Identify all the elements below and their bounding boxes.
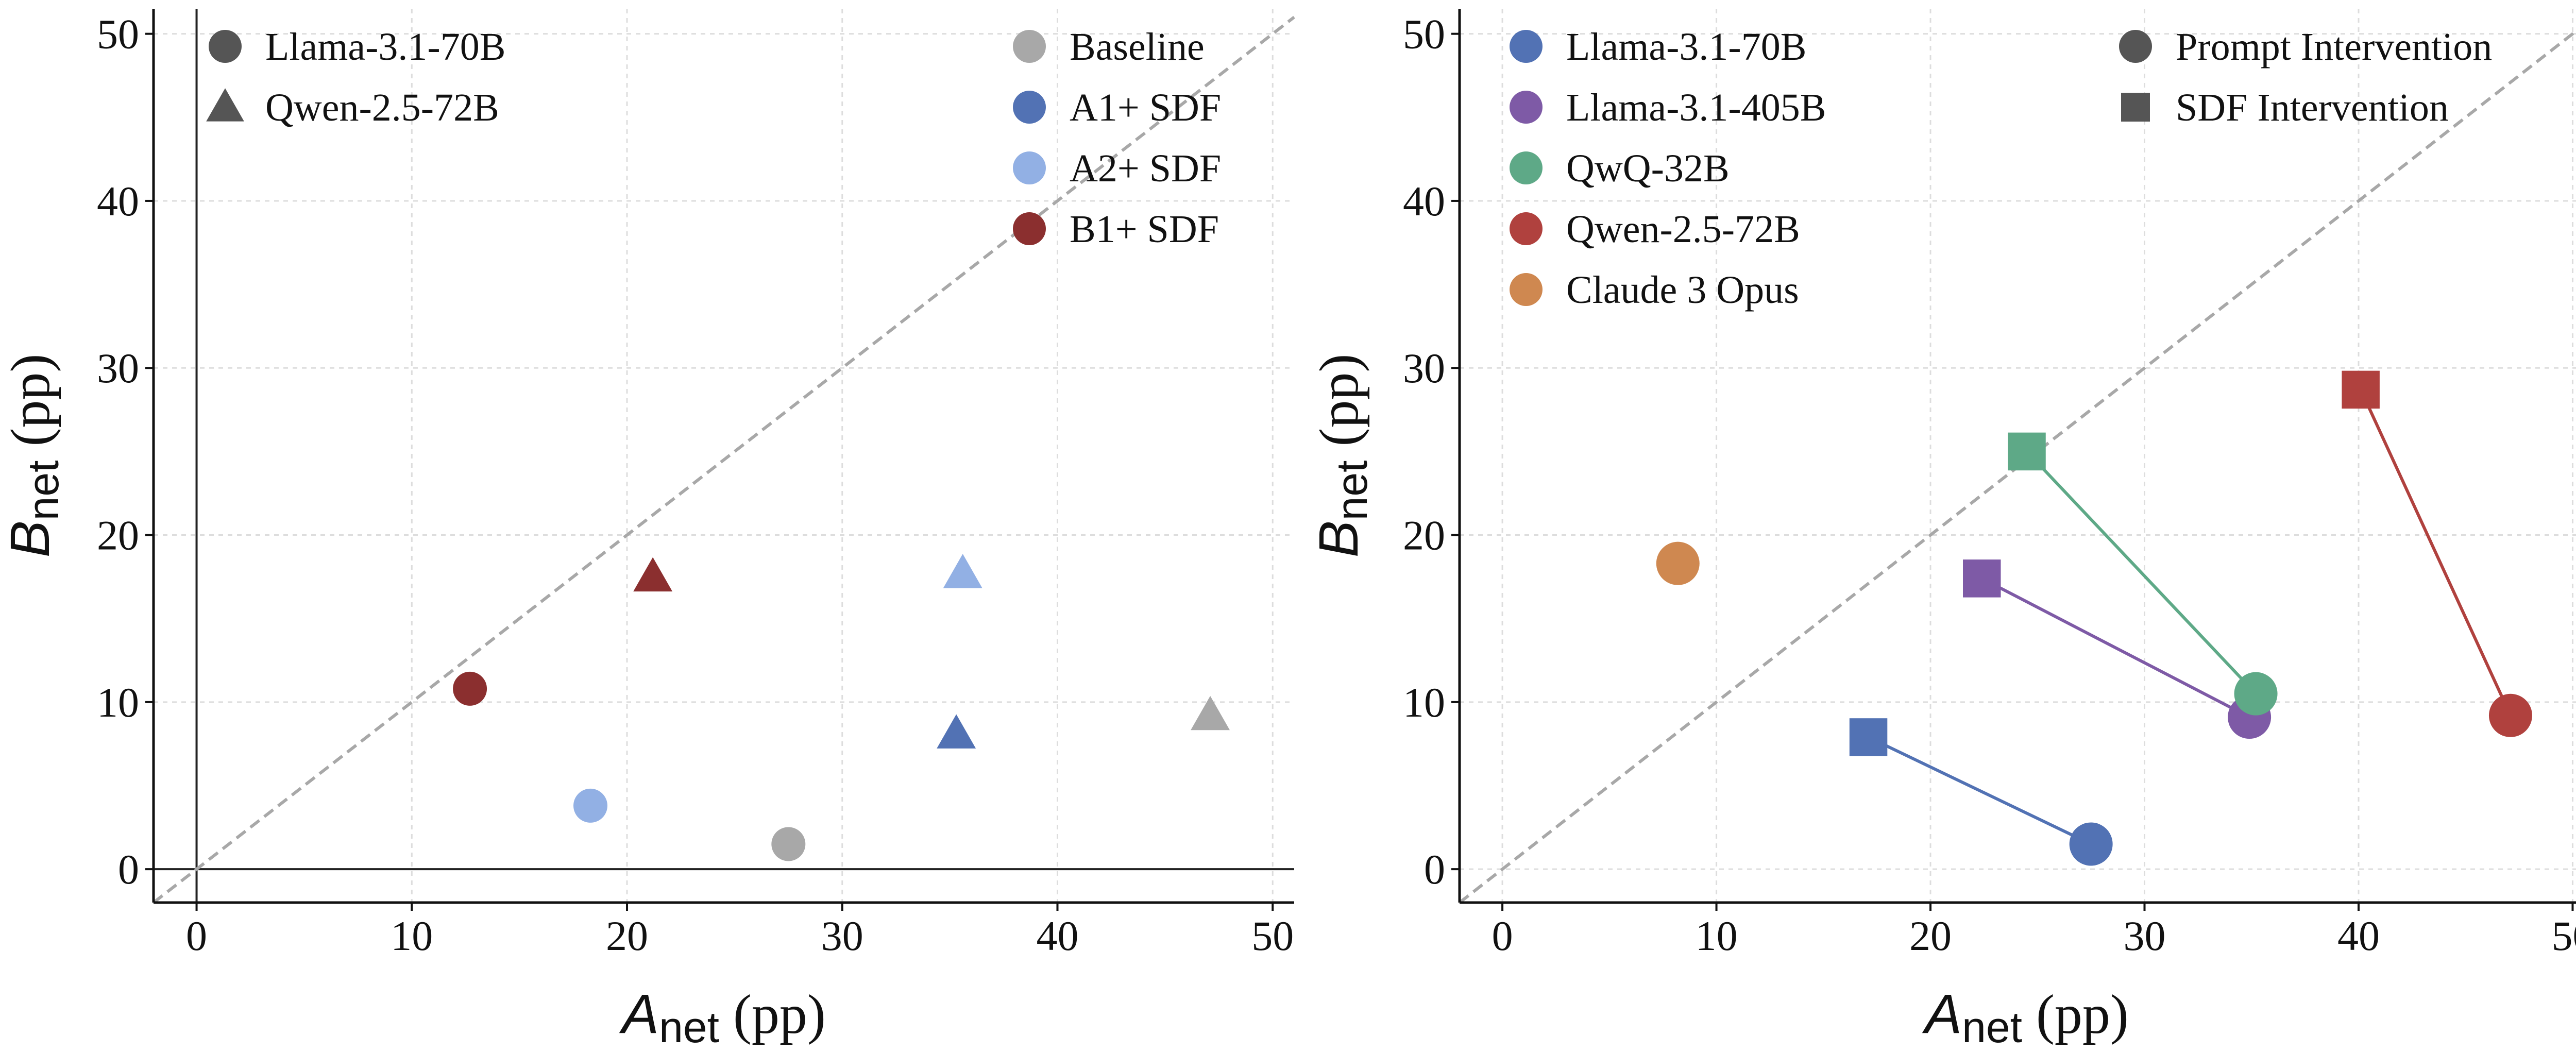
- data-point-circle: [573, 788, 608, 823]
- y-tick-label: 50: [97, 11, 139, 58]
- data-point-circle: [1656, 541, 1700, 585]
- legend-label: SDF Intervention: [2176, 86, 2449, 129]
- x-axis-label-symbol: A: [619, 982, 659, 1045]
- x-tick-label: 40: [1036, 912, 1078, 959]
- y-tick-label: 50: [1403, 11, 1445, 58]
- legend-label: Claude 3 Opus: [1566, 268, 1799, 312]
- y-tick-label: 10: [1403, 679, 1445, 726]
- legend-left: Llama-3.1-70B Qwen-2.5-72B: [206, 25, 505, 129]
- x-tick-label: 0: [186, 912, 207, 959]
- y-axis-label-subscript: net: [1328, 461, 1376, 521]
- legend-label: Prompt Intervention: [2176, 25, 2492, 69]
- legend-label: QwQ-32B: [1566, 147, 1730, 190]
- legend-marker-circle: [1510, 212, 1543, 245]
- x-axis-label-subscript: net: [1962, 1003, 2022, 1051]
- y-axis-label-symbol: B: [1307, 520, 1369, 557]
- legend-label: A2+ SDF: [1070, 147, 1221, 190]
- x-axis-label: Anet (pp): [619, 982, 826, 1051]
- legend-label: Baseline: [1070, 25, 1205, 69]
- legend-label: Llama-3.1-70B: [1566, 25, 1806, 69]
- legend-marker-circle: [1013, 91, 1046, 124]
- data-point-circle: [2069, 822, 2113, 866]
- x-tick-label: 40: [2337, 912, 2380, 959]
- diagonal-reference-line: [152, 15, 1295, 904]
- legend-marker-circle: [1510, 273, 1543, 306]
- legend-left: Llama-3.1-70B Llama-3.1-405B QwQ-32B Qwen-2…: [1510, 25, 1826, 312]
- legend-marker-square: [2121, 93, 2150, 122]
- legend-label: Qwen-2.5-72B: [1566, 208, 1800, 251]
- connection-line: [1981, 577, 2250, 719]
- y-axis-label-unit: (pp): [1309, 354, 1370, 461]
- x-axis-label-unit: (pp): [2022, 984, 2129, 1045]
- data-point-square: [2342, 370, 2380, 409]
- legend-marker-circle: [209, 30, 242, 63]
- data-point-square: [1849, 718, 1888, 756]
- connection-line: [2025, 450, 2257, 695]
- data-point-circle: [453, 671, 487, 706]
- y-tick-label: 0: [1424, 846, 1445, 893]
- y-axis-label-symbol: B: [0, 520, 61, 557]
- legend-label: Qwen-2.5-72B: [265, 86, 499, 129]
- data-point-triangle: [633, 557, 673, 592]
- data-point-circle: [2234, 672, 2278, 716]
- legend-right: Prompt Intervention SDF Intervention: [2119, 25, 2492, 129]
- legend-marker-triangle: [206, 88, 244, 122]
- connection-line: [2359, 389, 2512, 717]
- x-tick-label: 50: [2551, 912, 2576, 959]
- y-axis-label-subscript: net: [19, 461, 67, 521]
- data-point-triangle: [943, 554, 982, 588]
- legend-label: B1+ SDF: [1070, 208, 1219, 251]
- x-tick-label: 50: [1251, 912, 1294, 959]
- y-axis-label: Bnet (pp): [1307, 354, 1376, 558]
- legend-label: Llama-3.1-405B: [1566, 86, 1826, 129]
- y-axis-label: Bnet (pp): [0, 354, 67, 558]
- data-point-circle: [771, 827, 806, 861]
- legend-right: Baseline A1+ SDF A2+ SDF B1+ SDF: [1013, 25, 1221, 251]
- x-tick-label: 10: [391, 912, 433, 959]
- x-axis-label-subscript: net: [659, 1003, 719, 1051]
- legend-label: Llama-3.1-70B: [265, 25, 505, 69]
- y-tick-label: 30: [97, 345, 139, 392]
- y-tick-label: 20: [97, 512, 139, 559]
- y-tick-label: 10: [97, 679, 139, 726]
- connection-line: [1868, 736, 2092, 846]
- legend-marker-circle: [1510, 91, 1543, 124]
- data-point-square: [1963, 559, 2001, 598]
- data-point-triangle: [937, 714, 976, 749]
- legend-marker-circle: [1013, 212, 1046, 245]
- y-tick-label: 30: [1403, 345, 1445, 392]
- y-tick-label: 40: [1403, 178, 1445, 225]
- x-tick-label: 30: [821, 912, 863, 959]
- data-point-square: [2008, 432, 2046, 471]
- legend-label: A1+ SDF: [1070, 86, 1221, 129]
- legend-marker-circle: [1013, 151, 1046, 184]
- x-tick-label: 20: [1909, 912, 1952, 959]
- x-tick-label: 20: [606, 912, 648, 959]
- data-point-circle: [2488, 693, 2532, 737]
- x-tick-label: 30: [2124, 912, 2166, 959]
- y-tick-label: 20: [1403, 512, 1445, 559]
- x-axis-label: Anet (pp): [1922, 982, 2129, 1051]
- legend-marker-circle: [1510, 151, 1543, 184]
- y-tick-label: 0: [118, 846, 139, 893]
- y-axis-label-unit: (pp): [0, 354, 61, 461]
- legend-marker-circle: [1013, 30, 1046, 63]
- data-point-triangle: [1191, 695, 1230, 731]
- x-axis-label-unit: (pp): [719, 984, 826, 1045]
- x-tick-label: 10: [1696, 912, 1738, 959]
- legend-marker-circle: [2119, 30, 2152, 63]
- x-tick-label: 0: [1492, 912, 1513, 959]
- legend-marker-circle: [1510, 30, 1543, 63]
- y-tick-label: 40: [97, 178, 139, 225]
- x-axis-label-symbol: A: [1922, 982, 1962, 1045]
